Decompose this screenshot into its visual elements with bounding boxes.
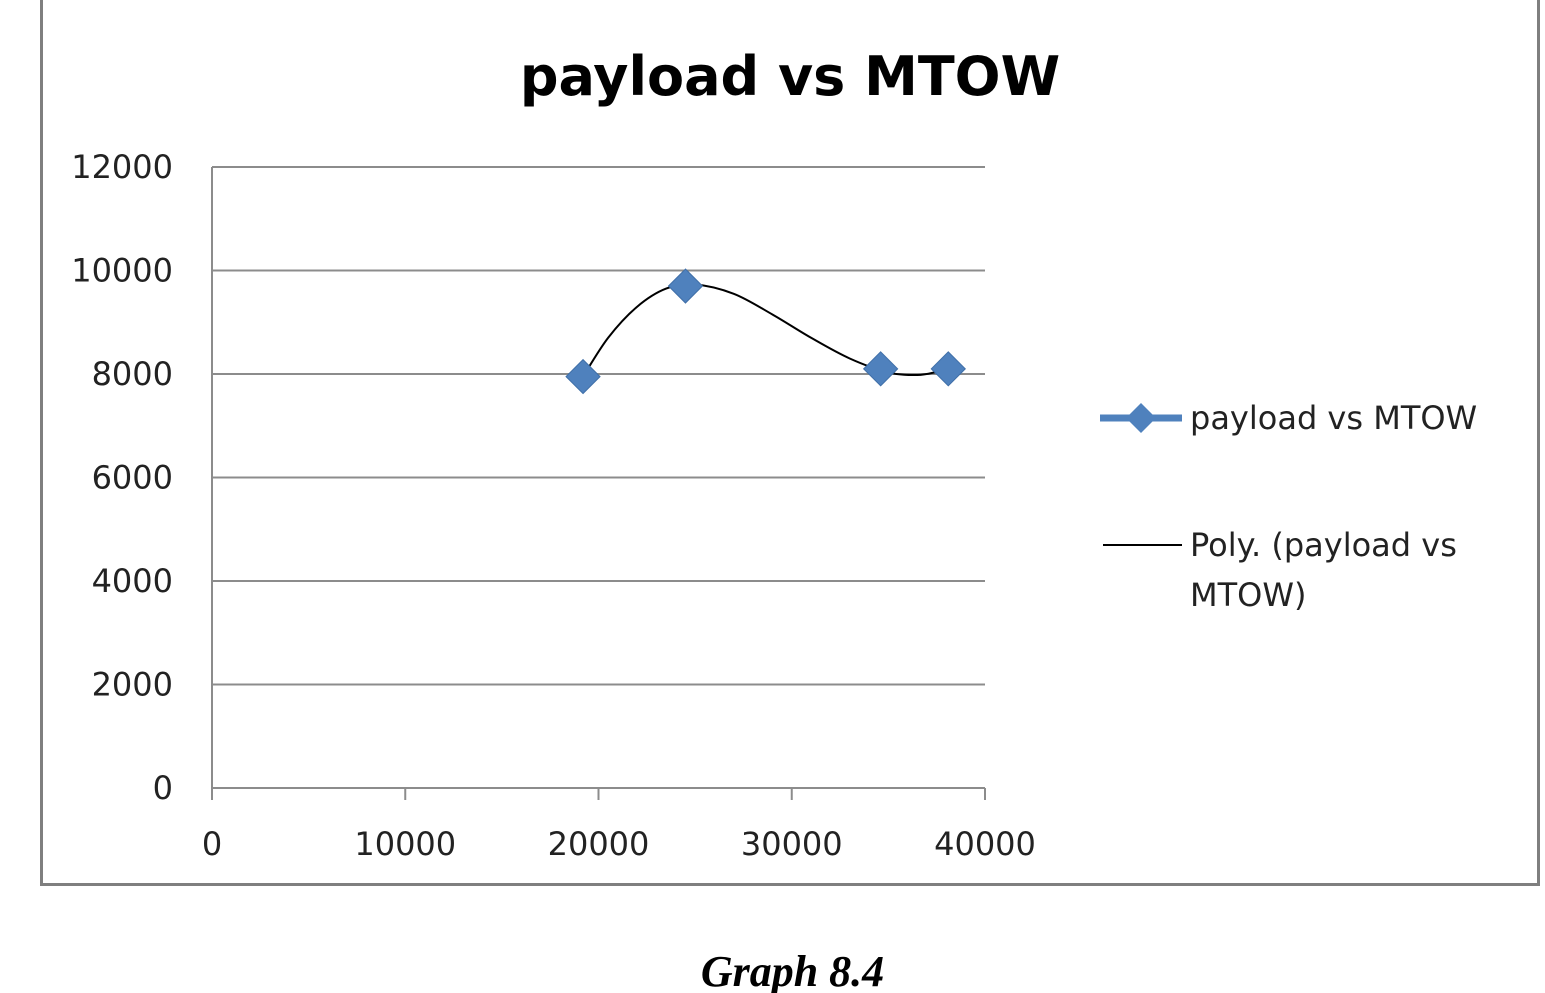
data-point-4 (930, 351, 966, 387)
y-tick-label-4000: 4000 (92, 562, 173, 600)
x-tick-label-10000: 10000 (354, 825, 456, 863)
y-tick-label-10000: 10000 (71, 252, 173, 290)
legend-swatch-marker-series (1126, 403, 1156, 433)
data-point-3 (862, 351, 899, 387)
y-tick-label-8000: 8000 (92, 355, 173, 393)
y-tick-label-0: 0 (153, 769, 173, 807)
gridlines (212, 166, 985, 686)
legend-label-trendline-line2: MTOW) (1190, 576, 1306, 614)
y-tick-label-2000: 2000 (92, 666, 173, 704)
x-tick-label-30000: 30000 (741, 825, 843, 863)
data-point-2 (667, 268, 704, 304)
legend-label-series: payload vs MTOW (1190, 399, 1477, 437)
trendline-layer (582, 283, 949, 378)
legend-label-trendline: Poly. (payload vs (1190, 526, 1457, 564)
chart-title: payload vs MTOW (520, 45, 1060, 108)
x-tick-label-20000: 20000 (548, 825, 650, 863)
chart-frame (40, 0, 1540, 886)
data-point-1 (565, 358, 601, 395)
data-points (565, 268, 966, 395)
y-tick-label-6000: 6000 (92, 459, 173, 497)
poly-trendline (582, 283, 949, 378)
x-tick-label-0: 0 (202, 825, 222, 863)
y-tick-label-12000: 12000 (71, 148, 173, 186)
x-tick-label-40000: 40000 (934, 825, 1036, 863)
legend: payload vs MTOW Poly. (payload vs MTOW) (1100, 399, 1477, 614)
axes: 0 2000 4000 6000 8000 10000 12000 0 10000 20000 30… (71, 148, 1036, 863)
figure-caption: Graph 8.4 (700, 947, 885, 993)
